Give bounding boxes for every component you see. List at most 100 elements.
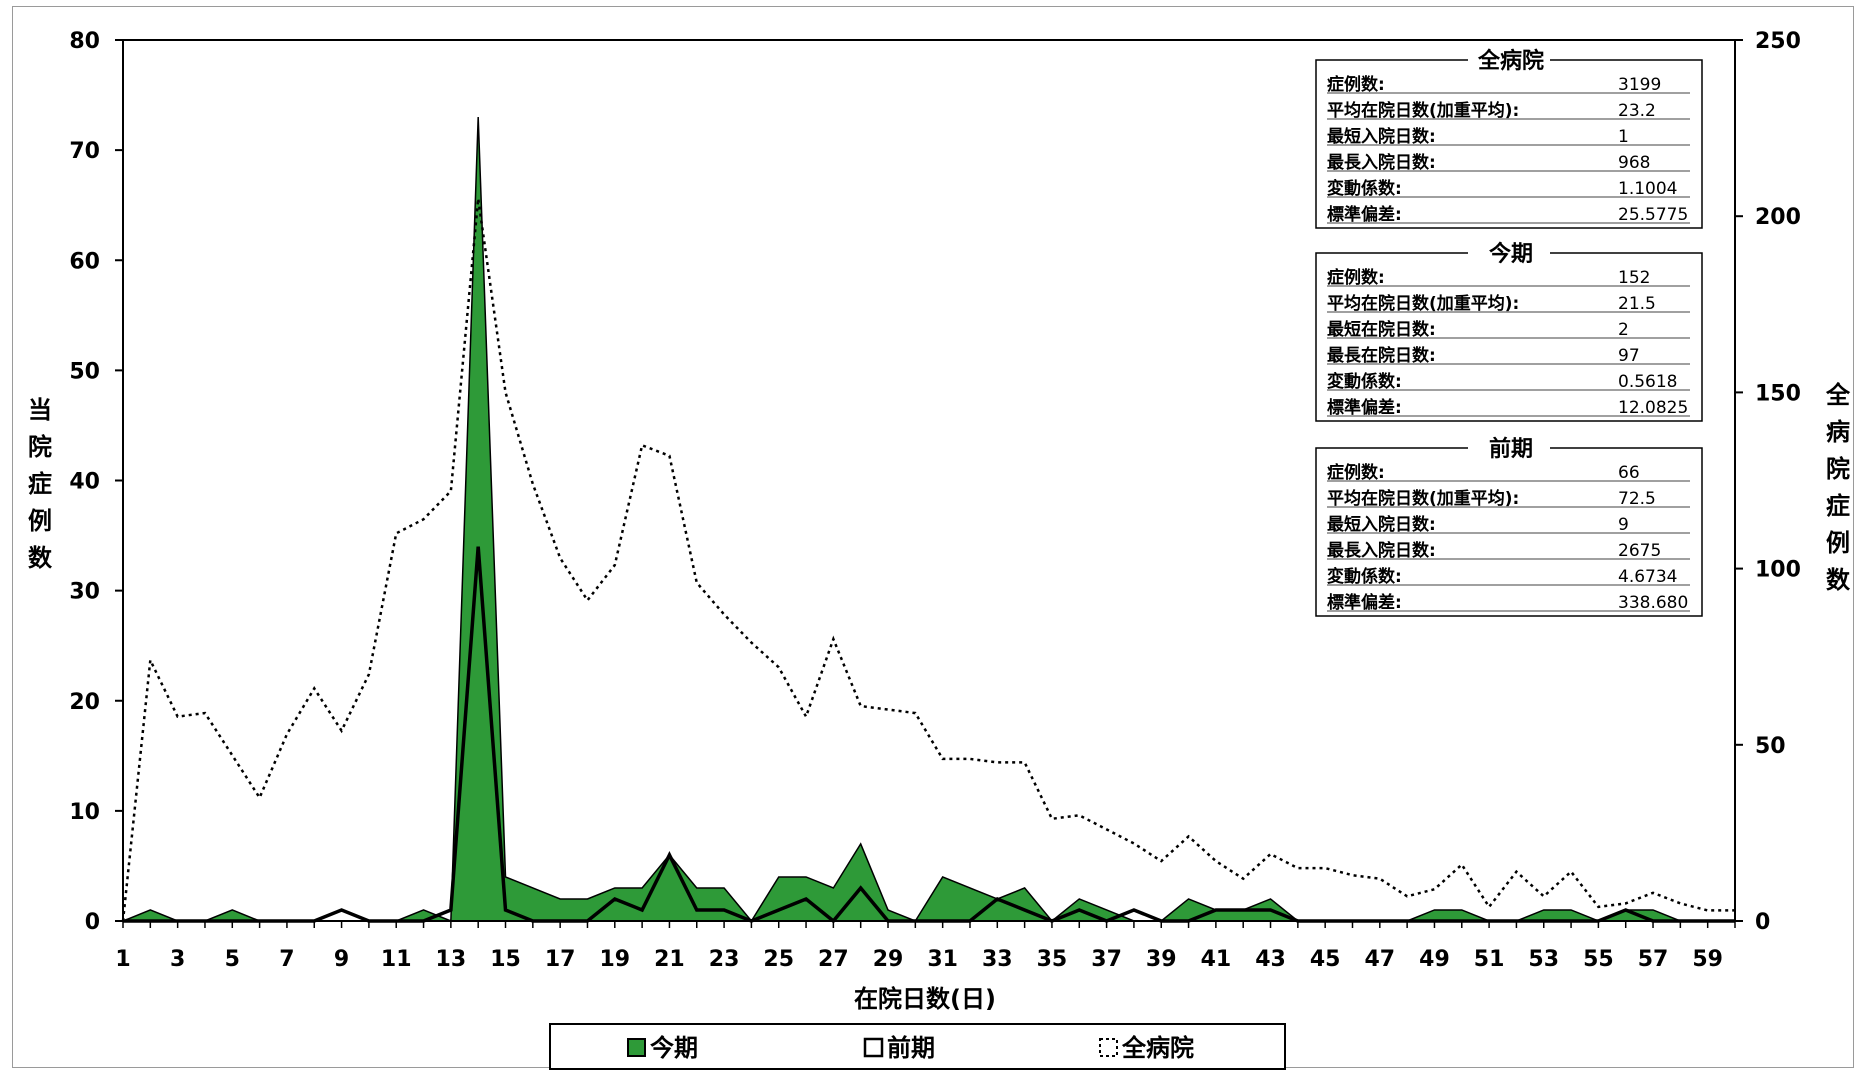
stat-row-value: 338.680 <box>1618 593 1688 613</box>
x-tick-label: 1 <box>115 947 130 972</box>
x-tick-label: 43 <box>1255 947 1286 972</box>
stat-row-value: 1 <box>1618 127 1629 147</box>
y-right-tick-label: 200 <box>1755 205 1801 230</box>
y-left-tick-label: 80 <box>69 29 100 54</box>
y-axis-left-title-char: 数 <box>28 544 53 572</box>
y-axis-right-title-char: 院 <box>1826 455 1850 483</box>
x-tick-label: 5 <box>225 947 240 972</box>
y-right-tick-label: 150 <box>1755 381 1801 406</box>
stat-row-value: 1.1004 <box>1618 179 1677 199</box>
legend-label-all-hospitals: 全病院 <box>1121 1034 1194 1062</box>
y-left-tick-label: 40 <box>69 470 100 495</box>
stat-row-value: 968 <box>1618 153 1650 173</box>
legend: 今期 前期 全病院 <box>550 1024 1285 1069</box>
x-tick-label: 35 <box>1037 947 1068 972</box>
x-tick-label: 29 <box>873 947 904 972</box>
x-axis-title: 在院日数(日) <box>854 985 996 1013</box>
x-tick-label: 31 <box>927 947 958 972</box>
stat-box-title: 全病院 <box>1477 48 1544 74</box>
y-axis-right-title-char: 数 <box>1826 566 1851 594</box>
y-right-tick-label: 250 <box>1755 29 1801 54</box>
x-tick-label: 57 <box>1638 947 1669 972</box>
y-axis-right-title-char: 例 <box>1826 529 1850 557</box>
y-axis-right-title-char: 全 <box>1825 381 1851 409</box>
stat-row-value: 97 <box>1618 346 1640 366</box>
y-right-tick-label: 50 <box>1755 734 1786 759</box>
stat-row-label: 変動係数: <box>1327 371 1402 392</box>
stat-row-value: 21.5 <box>1618 294 1656 314</box>
x-tick-label: 13 <box>436 947 467 972</box>
stat-row-value: 2675 <box>1618 541 1661 561</box>
stat-row-value: 12.0825 <box>1618 398 1688 418</box>
stat-box: 前期症例数: 66平均在院日数(加重平均): 72.5最短入院日数: 9最長入院日数:… <box>1316 436 1702 616</box>
legend-label-previous: 前期 <box>887 1034 935 1062</box>
x-tick-label: 37 <box>1091 947 1122 972</box>
stat-row-value: 4.6734 <box>1618 567 1677 587</box>
stat-row-value: 23.2 <box>1618 101 1656 121</box>
stat-row-label: 最短在院日数: <box>1327 319 1436 340</box>
stat-row-value: 3199 <box>1618 75 1661 95</box>
stat-row-label: 変動係数: <box>1327 178 1402 199</box>
x-tick-label: 59 <box>1692 947 1723 972</box>
stat-box-title: 今期 <box>1489 241 1533 267</box>
stat-row-value: 0.5618 <box>1618 372 1677 392</box>
x-tick-label: 45 <box>1310 947 1341 972</box>
x-tick-label: 51 <box>1474 947 1505 972</box>
y-axis-right-title-char: 症 <box>1826 492 1850 520</box>
y-axis-right-title-char: 病 <box>1826 418 1850 446</box>
y-left-tick-label: 60 <box>69 249 100 274</box>
y-left-tick-label: 30 <box>69 580 100 605</box>
stat-box-title: 前期 <box>1489 436 1533 462</box>
y-right-tick-label: 100 <box>1755 558 1801 583</box>
y-right-tick-label: 0 <box>1755 910 1770 935</box>
x-tick-label: 41 <box>1201 947 1232 972</box>
stat-row-label: 平均在院日数(加重平均): <box>1327 488 1519 509</box>
stat-row-label: 標準偏差: <box>1327 592 1402 613</box>
legend-swatch-current <box>628 1039 645 1056</box>
legend-label-current: 今期 <box>650 1034 698 1062</box>
y-axis-left-title-char: 症 <box>28 470 52 498</box>
stat-row-label: 最短入院日数: <box>1327 514 1436 535</box>
stat-row-label: 最長在院日数: <box>1327 345 1436 366</box>
x-tick-label: 53 <box>1528 947 1559 972</box>
stat-row-value: 2 <box>1618 320 1629 340</box>
stat-row-label: 症例数: <box>1327 267 1385 288</box>
x-tick-label: 39 <box>1146 947 1177 972</box>
stat-row-label: 症例数: <box>1327 74 1385 95</box>
x-tick-label: 33 <box>982 947 1013 972</box>
y-axis-left-title-char: 院 <box>28 433 52 461</box>
x-tick-label: 17 <box>545 947 576 972</box>
stat-row-label: 標準偏差: <box>1327 204 1402 225</box>
y-left-tick-label: 0 <box>85 910 100 935</box>
stat-row-label: 最長入院日数: <box>1327 540 1436 561</box>
y-left-tick-label: 70 <box>69 139 100 164</box>
x-tick-label: 49 <box>1419 947 1450 972</box>
stat-row-label: 最長入院日数: <box>1327 152 1436 173</box>
x-tick-label: 15 <box>490 947 521 972</box>
stat-row-value: 72.5 <box>1618 489 1656 509</box>
x-tick-label: 47 <box>1365 947 1396 972</box>
y-axis-left-title-char: 当 <box>28 396 52 424</box>
stat-row-label: 標準偏差: <box>1327 397 1402 418</box>
y-left-tick-label: 50 <box>69 359 100 384</box>
stat-row-label: 最短入院日数: <box>1327 126 1436 147</box>
x-tick-label: 25 <box>763 947 794 972</box>
stat-row-value: 25.5775 <box>1618 205 1688 225</box>
x-tick-label: 11 <box>381 947 412 972</box>
x-tick-label: 3 <box>170 947 185 972</box>
stat-row-label: 症例数: <box>1327 462 1385 483</box>
stat-row-value: 152 <box>1618 268 1650 288</box>
y-left-tick-label: 10 <box>69 800 100 825</box>
y-left-tick-label: 20 <box>69 690 100 715</box>
stat-row-label: 平均在院日数(加重平均): <box>1327 293 1519 314</box>
stat-row-label: 平均在院日数(加重平均): <box>1327 100 1519 121</box>
x-tick-label: 55 <box>1583 947 1614 972</box>
x-tick-label: 19 <box>599 947 630 972</box>
x-tick-label: 21 <box>654 947 685 972</box>
